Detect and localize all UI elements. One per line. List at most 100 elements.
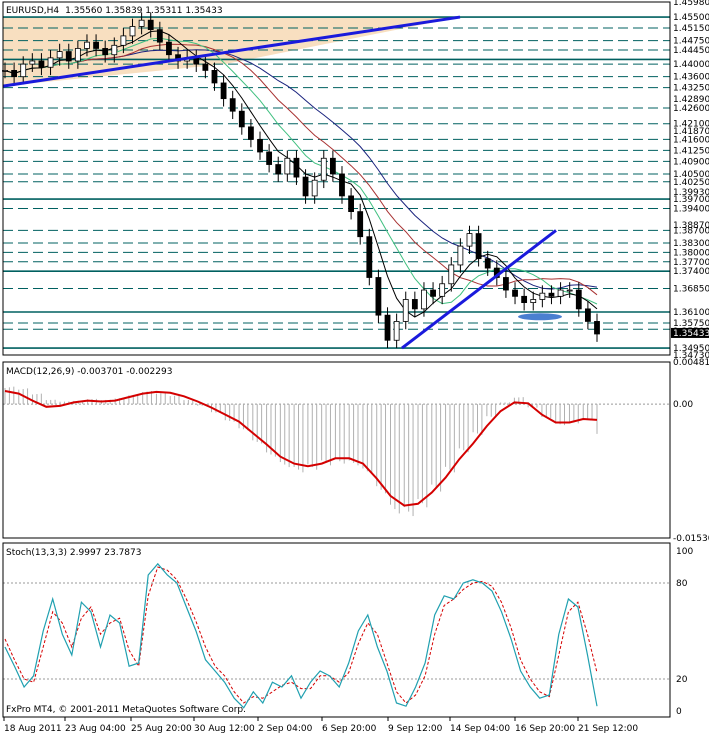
price-axis-label: 1.42890 xyxy=(673,95,709,105)
candle-body xyxy=(84,41,90,49)
time-label: 2 Sep 04:00 xyxy=(258,724,313,734)
price-axis-label: 1.36850 xyxy=(673,284,709,294)
candle-body xyxy=(484,258,491,269)
candle-body xyxy=(257,139,263,153)
candle-body xyxy=(56,51,63,59)
price-axis-label: 1.39700 xyxy=(673,195,709,205)
candle-body xyxy=(539,292,546,300)
candle-body xyxy=(320,157,327,181)
candle-body xyxy=(357,211,364,238)
time-label: 21 Sep 12:00 xyxy=(578,724,638,734)
candle-body xyxy=(248,126,254,140)
candle-body xyxy=(430,289,436,297)
candle-body xyxy=(166,41,172,56)
stochastic-panel[interactable]: 100 80 20 0 xyxy=(2,542,693,718)
price-axis-label: 1.43250 xyxy=(673,84,709,94)
price-axis-label: 1.41250 xyxy=(673,146,709,156)
price-axis-label: 1.35750 xyxy=(673,319,709,329)
candle-body xyxy=(421,289,427,310)
price-axis-label: 1.37400 xyxy=(673,267,709,277)
price-axis-label: 1.40900 xyxy=(673,157,709,167)
candle-body xyxy=(521,295,528,303)
candle-body xyxy=(293,157,300,178)
time-label: 6 Sep 20:00 xyxy=(322,724,377,734)
candle-body xyxy=(202,63,209,71)
candle-body xyxy=(229,98,236,112)
price-axis-label: 1.44750 xyxy=(673,37,709,47)
support-trendline xyxy=(401,229,557,350)
price-axis-label: 1.45500 xyxy=(673,13,709,23)
candle-body xyxy=(220,82,227,100)
price-axis-label: 1.34730 xyxy=(673,351,709,361)
candle-body xyxy=(275,164,282,175)
time-label: 25 Aug 20:00 xyxy=(131,724,192,734)
time-label: 9 Sep 12:00 xyxy=(388,724,443,734)
current-price-box xyxy=(671,327,709,338)
time-label: 23 Aug 04:00 xyxy=(65,724,126,734)
candle-body xyxy=(566,289,573,292)
macd-signal-line xyxy=(4,390,598,507)
price-axis-label: 1.38870 xyxy=(673,221,709,231)
time-axis: 18 Aug 2011 23 Aug 04:00 25 Aug 20:00 30 Au… xyxy=(3,717,638,734)
price-axis-label: 1.41600 xyxy=(673,135,709,145)
candle-body xyxy=(339,173,345,197)
price-frame xyxy=(2,1,671,356)
time-label: 30 Aug 12:00 xyxy=(194,724,255,734)
resistance-trendline xyxy=(2,15,461,88)
price-axis-label: 1.38300 xyxy=(673,239,709,249)
time-label: 16 Sep 20:00 xyxy=(515,724,575,734)
candle-body xyxy=(448,264,455,285)
candle-body xyxy=(266,151,273,165)
price-axis-label: 1.37700 xyxy=(673,258,709,268)
candle-body xyxy=(102,48,109,56)
stoch-main-line xyxy=(4,562,598,709)
ma-green xyxy=(4,37,598,305)
candle-body xyxy=(65,51,72,62)
candle-body xyxy=(129,26,136,37)
price-axis-label: 1.41870 xyxy=(673,127,709,137)
candle-body xyxy=(512,289,518,297)
candle-body xyxy=(411,299,418,310)
candle-body xyxy=(156,29,163,43)
price-axis-label: 1.42600 xyxy=(673,104,709,114)
macd-panel[interactable]: 0.004818 0.00 -0.015309 xyxy=(2,358,709,544)
stoch-frame xyxy=(2,542,671,718)
candle-body xyxy=(584,308,591,322)
candle-body xyxy=(147,19,154,31)
candle-body xyxy=(557,289,564,297)
candle-body xyxy=(439,283,446,297)
price-axis-label: 1.45980 xyxy=(673,0,709,8)
candle-body xyxy=(348,195,354,213)
candle-body xyxy=(47,57,54,68)
price-axis-label: 1.42100 xyxy=(673,120,709,130)
candle-body xyxy=(138,19,145,27)
candle-body xyxy=(93,41,99,49)
macd-axis-label: -0.015309 xyxy=(673,534,709,544)
stoch-axis-label: 20 xyxy=(676,675,688,685)
price-axis-label: 1.39400 xyxy=(673,204,709,214)
price-axis-label: 1.45150 xyxy=(673,24,709,34)
candle-body xyxy=(503,277,509,291)
price-axis-label: 1.38700 xyxy=(673,226,709,236)
candle-body xyxy=(384,314,391,341)
candle-body xyxy=(302,176,309,197)
highlight-marker xyxy=(518,313,562,321)
candle-body xyxy=(530,299,537,303)
current-price-label: 1.35433 xyxy=(673,329,709,339)
candle-body xyxy=(311,179,318,197)
price-title: EURUSD,H4 1.35560 1.35839 1.35311 1.35433 xyxy=(6,6,223,16)
price-axis-label: 1.40500 xyxy=(673,170,709,180)
candle-body xyxy=(111,44,118,56)
price-axis-label: 1.40250 xyxy=(673,178,709,188)
candle-body xyxy=(375,277,382,316)
macd-frame xyxy=(2,361,671,539)
stoch-axis-label: 80 xyxy=(676,579,688,589)
time-label: 18 Aug 2011 xyxy=(4,724,62,734)
macd-title: MACD(12,26,9) -0.003701 -0.002293 xyxy=(6,367,172,377)
candle-body xyxy=(74,48,81,62)
price-axis-label: 1.36100 xyxy=(673,308,709,318)
price-axis-label: 1.38000 xyxy=(673,248,709,258)
watermark: FxPro MT4, © 2001-2011 MetaQuotes Softwa… xyxy=(6,705,246,715)
